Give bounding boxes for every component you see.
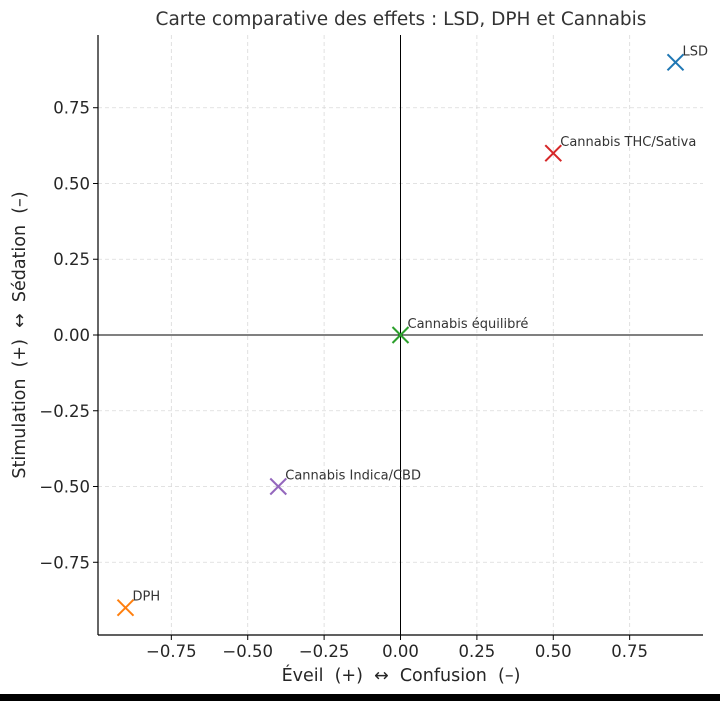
x-tick-label: −0.50 — [222, 642, 273, 661]
point-label: Cannabis équilibré — [408, 317, 529, 332]
y-tick-label: 0.50 — [53, 174, 90, 193]
data-point: DPH — [116, 590, 161, 617]
data-points: LSD DPH Cannabis équilibré Cannabis THC/Sat… — [116, 44, 709, 617]
point-label: Cannabis THC/Sativa — [560, 135, 696, 150]
data-point: LSD — [666, 44, 709, 71]
data-point: Cannabis Indica/CBD — [269, 469, 421, 496]
x-tick-label: 0.50 — [535, 642, 572, 661]
y-tick-label: 0.00 — [53, 326, 90, 345]
y-tick-label: 0.25 — [53, 250, 90, 269]
point-label: DPH — [133, 590, 161, 605]
x-tick-label: −0.75 — [146, 642, 197, 661]
point-marker-stroke — [391, 326, 410, 344]
y-tick-label: −0.75 — [39, 553, 90, 572]
x-tick-label: 0.25 — [459, 642, 496, 661]
y-axis-ticks: 0.75 0.50 0.25 0.00 −0.25 −0.50 −0.75 — [39, 99, 98, 572]
x-tick-label: 0.75 — [611, 642, 648, 661]
point-marker-stroke — [116, 599, 135, 617]
bottom-border — [0, 694, 720, 701]
point-label: Cannabis Indica/CBD — [285, 469, 421, 484]
x-tick-label: 0.00 — [382, 642, 419, 661]
x-tick-label: −0.25 — [299, 642, 350, 661]
y-tick-label: 0.75 — [53, 99, 90, 118]
point-marker-stroke — [544, 144, 562, 162]
x-axis-ticks: −0.75 −0.50 −0.25 0.00 0.25 0.50 0.75 — [146, 635, 648, 661]
data-point: Cannabis équilibré — [391, 317, 529, 344]
y-tick-label: −0.50 — [39, 478, 90, 497]
chart-title: Carte comparative des effets : LSD, DPH … — [156, 9, 647, 30]
point-marker-stroke — [666, 53, 685, 71]
y-tick-label: −0.25 — [39, 402, 90, 421]
point-label: LSD — [683, 44, 709, 59]
data-point: Cannabis THC/Sativa — [544, 135, 696, 162]
y-axis-label: Stimulation (+) ↔ Sédation (–) — [10, 191, 30, 478]
point-marker-stroke — [269, 477, 287, 496]
x-axis-label: Éveil (+) ↔ Confusion (–) — [282, 664, 521, 686]
